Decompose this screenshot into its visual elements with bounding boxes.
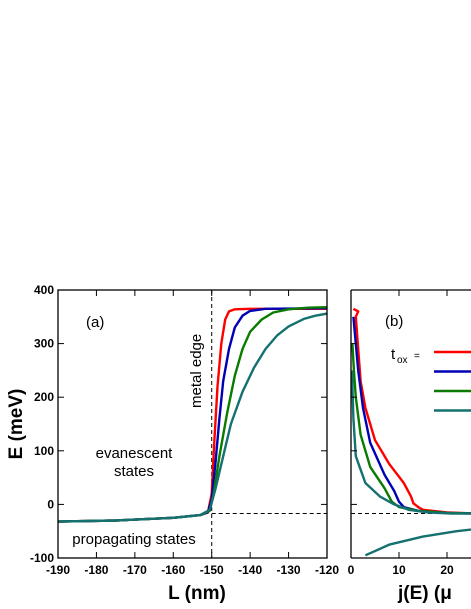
panel-a-y-ticks: -100 0 100 200 300 400	[30, 283, 327, 565]
panel-a-x-tick-label: -190	[46, 563, 70, 577]
evanescent-annotation-line1: evanescent	[96, 445, 174, 462]
panel-a-x-tick-label: -120	[315, 563, 339, 577]
legend-equals: =	[414, 351, 420, 362]
panel-b-series-line-4	[351, 370, 471, 515]
panel-b-series-line-2	[352, 316, 471, 515]
panel-a-y-tick-label: 200	[34, 390, 54, 404]
panel-b-x-tick-label: 20	[440, 563, 454, 577]
panel-a-y-axis-label: E (meV)	[6, 389, 27, 460]
panel-a-frame	[57, 289, 328, 559]
panel-a-x-tick-label: -140	[238, 563, 262, 577]
panel-a-series	[58, 306, 327, 523]
panel-b-series	[351, 307, 471, 557]
panel-a-x-ticks: -190 -180 -170 -160 -150 -140 -130 -120	[46, 290, 339, 577]
panel-b-y-ticks	[351, 289, 357, 559]
panel-b-label: (b)	[385, 313, 403, 330]
legend-t-symbol: t	[391, 346, 396, 363]
panel-a-x-tick-label: -150	[200, 563, 224, 577]
panel-b-x-tick-label: 0	[348, 563, 355, 577]
panel-a-y-tick-label: 300	[34, 337, 54, 351]
panel-a-y-tick-label: -100	[30, 551, 54, 565]
panel-a-y-tick-label: 400	[34, 283, 54, 297]
panel-b-x-tick-label: 10	[392, 563, 406, 577]
evanescent-annotation-line2: states	[114, 463, 154, 480]
metal-edge-annotation: metal edge	[188, 334, 205, 408]
propagating-annotation: propagating states	[72, 531, 195, 548]
panel-a-x-tick-label: -160	[161, 563, 185, 577]
panel-a-series-line-4	[58, 312, 327, 523]
panel-b-x-ticks: 0 10 20	[348, 290, 454, 577]
panel-a: -190 -180 -170 -160 -150 -140 -130 -120 -100 0 10…	[6, 283, 339, 604]
legend-ox-subscript: ox	[397, 355, 408, 366]
legend-swatches	[434, 350, 471, 412]
panel-a-x-axis-label: L (nm)	[168, 583, 226, 604]
panel-b-x-axis-label: j(E) (μ	[397, 583, 452, 604]
legend: t ox =	[391, 346, 471, 412]
panel-a-x-tick-label: -170	[123, 563, 147, 577]
panel-b-series-line-5	[364, 528, 471, 557]
panel-a-x-tick-label: -130	[277, 563, 301, 577]
panel-b: 0 10 20 (b) t ox = j(E) (μ	[348, 289, 471, 604]
panel-a-label: (a)	[86, 314, 104, 331]
panel-b-series-line-1	[352, 307, 471, 515]
panel-a-y-tick-label: 100	[34, 444, 54, 458]
panel-a-x-tick-label: -180	[84, 563, 108, 577]
panel-a-y-tick-label: 0	[47, 497, 54, 511]
